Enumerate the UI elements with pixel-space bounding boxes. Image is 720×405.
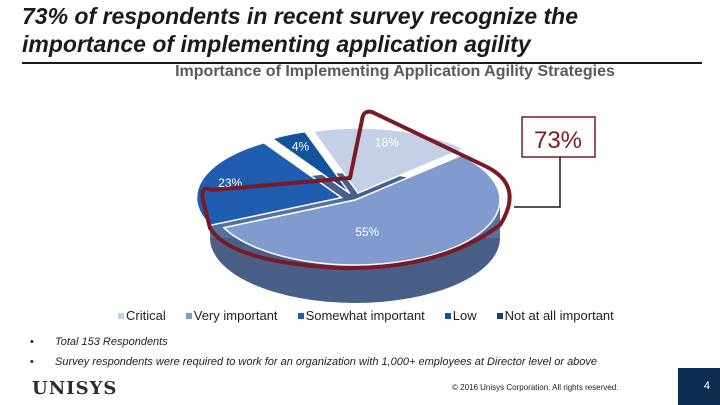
legend-swatch: [118, 312, 124, 319]
title-divider: [22, 62, 702, 64]
note-text: Total 153 Respondents: [55, 336, 168, 348]
note-text: Survey respondents were required to work…: [55, 356, 598, 368]
chart-legend: Critical Very important Somewhat important…: [118, 308, 634, 323]
pie-label-critical: 18%: [375, 136, 399, 150]
legend-swatch: [185, 312, 192, 319]
legend-label: Not at all important: [504, 308, 614, 323]
notes: • Total 153 Respondents • Survey respond…: [30, 334, 597, 374]
note-item: • Total 153 Respondents: [30, 334, 597, 354]
legend-label: Very important: [193, 308, 278, 323]
legend-item-somewhat-important: Somewhat important: [297, 308, 425, 323]
callout-value: 73%: [534, 127, 582, 154]
legend-swatch: [496, 312, 503, 319]
legend-item-very-important: Very important: [185, 308, 278, 323]
legend-item-critical: Critical: [118, 308, 166, 323]
legend-label: Low: [452, 308, 477, 323]
legend-label: Critical: [126, 308, 166, 323]
callout-group: 73%: [200, 109, 596, 271]
note-item: • Survey respondents were required to wo…: [30, 354, 597, 374]
callout-leader: [514, 157, 561, 208]
legend-swatch: [297, 312, 304, 319]
legend-label: Somewhat important: [305, 308, 425, 323]
callout-outline: [200, 109, 512, 271]
unisys-logo: UNISYS: [32, 378, 118, 399]
callout-box: [521, 116, 596, 158]
pie-label-low: 4%: [292, 139, 310, 153]
legend-item-not-at-all-important: Not at all important: [496, 308, 614, 323]
pie-label-very-important: 55%: [355, 225, 379, 239]
page-number: 4: [703, 380, 710, 392]
slide-title: 73% of respondents in recent survey reco…: [22, 3, 578, 57]
chart-title: Importance of Implementing Application A…: [175, 63, 615, 80]
note-bullet: •: [30, 356, 34, 368]
legend-swatch: [444, 312, 451, 319]
page-number-box: 4: [678, 368, 720, 405]
legend-item-low: Low: [444, 308, 477, 323]
pie-slice-very-important: [222, 154, 501, 266]
note-bullet: •: [30, 336, 34, 348]
copyright: © 2016 Unisys Corporation. All rights re…: [452, 383, 619, 392]
